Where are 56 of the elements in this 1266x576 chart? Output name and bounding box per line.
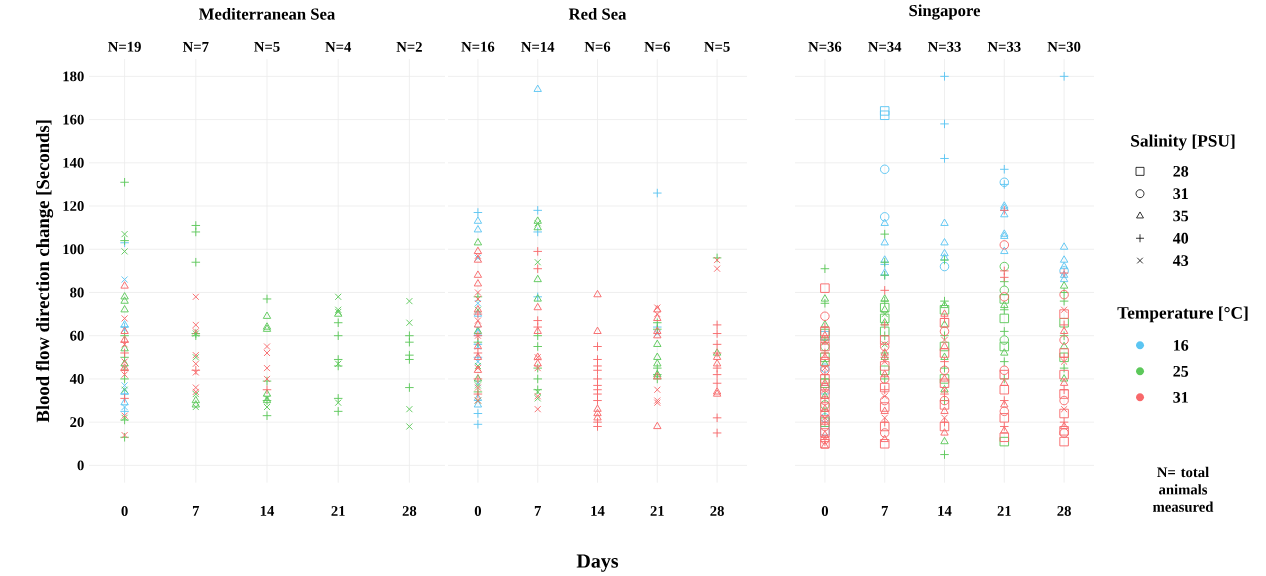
y-tick-label: 100 [63, 244, 84, 255]
x-tick-label: 28 [710, 505, 724, 516]
legend-label: 31 [1173, 188, 1188, 199]
x-tick-label: 14 [260, 505, 275, 516]
y-tick-label: 20 [70, 417, 84, 427]
text: N= total animals measured [1152, 466, 1214, 512]
x-tick-label: 14 [938, 505, 952, 516]
text: N=30 [1047, 41, 1081, 52]
x-tick-label: 14 [591, 505, 605, 516]
text: N=34 [868, 41, 902, 52]
x-tick-label: 21 [997, 505, 1011, 516]
text: N=36 [808, 41, 842, 52]
y-tick-label: 160 [63, 114, 84, 125]
text: N=2 [396, 41, 422, 52]
text: N=19 [108, 41, 141, 52]
y-tick-label: 120 [63, 200, 84, 211]
legend-label: 43 [1172, 255, 1189, 266]
text: N=16 [461, 41, 495, 52]
chart-title: Red Sea [568, 7, 627, 20]
x-tick-label: 7 [534, 505, 541, 516]
x-tick-label: 0 [474, 505, 482, 516]
y-tick-label: 180 [63, 71, 84, 82]
legend-label: 16 [1174, 339, 1189, 351]
x-tick-label: 28 [402, 505, 417, 516]
x-tick-label: 0 [121, 505, 128, 516]
text: N=6 [644, 41, 671, 52]
chart-title: Singapore [909, 4, 981, 20]
y-tick-label: 140 [63, 157, 84, 168]
text: N=33 [987, 41, 1021, 52]
legend-title: Salinity [PSU] [1131, 134, 1235, 151]
text: N=5 [254, 41, 280, 52]
x-tick-label: 21 [331, 505, 345, 516]
text: N=7 [182, 41, 209, 52]
legend-title: Temperature [°C] [1117, 306, 1248, 323]
y-tick-label: 60 [70, 330, 84, 341]
text: N=33 [927, 41, 961, 52]
legend-label: 28 [1173, 165, 1189, 177]
legend-label: 40 [1172, 232, 1189, 244]
x-tick-label: 7 [192, 505, 200, 516]
chart-title: Mediterranean Sea [199, 7, 336, 20]
text: N=4 [325, 41, 352, 52]
text: N=6 [584, 41, 611, 52]
legend-label: 25 [1173, 365, 1189, 377]
text: N=14 [521, 41, 555, 52]
text: N=5 [704, 41, 730, 52]
y-axis-title: Blood flow direction change [Seconds] [35, 120, 54, 423]
x-tick-label: 28 [1057, 505, 1071, 516]
x-tick-label: 7 [881, 505, 889, 516]
y-tick-label: 0 [77, 460, 84, 471]
y-tick-label: 80 [70, 287, 84, 298]
legend-label: 35 [1173, 210, 1189, 222]
x-tick-label: 0 [821, 505, 829, 516]
x-tick-label: 21 [650, 505, 664, 516]
y-tick-label: 40 [69, 373, 84, 384]
legend-label: 31 [1173, 391, 1188, 403]
x-axis-title: Days [576, 554, 619, 572]
